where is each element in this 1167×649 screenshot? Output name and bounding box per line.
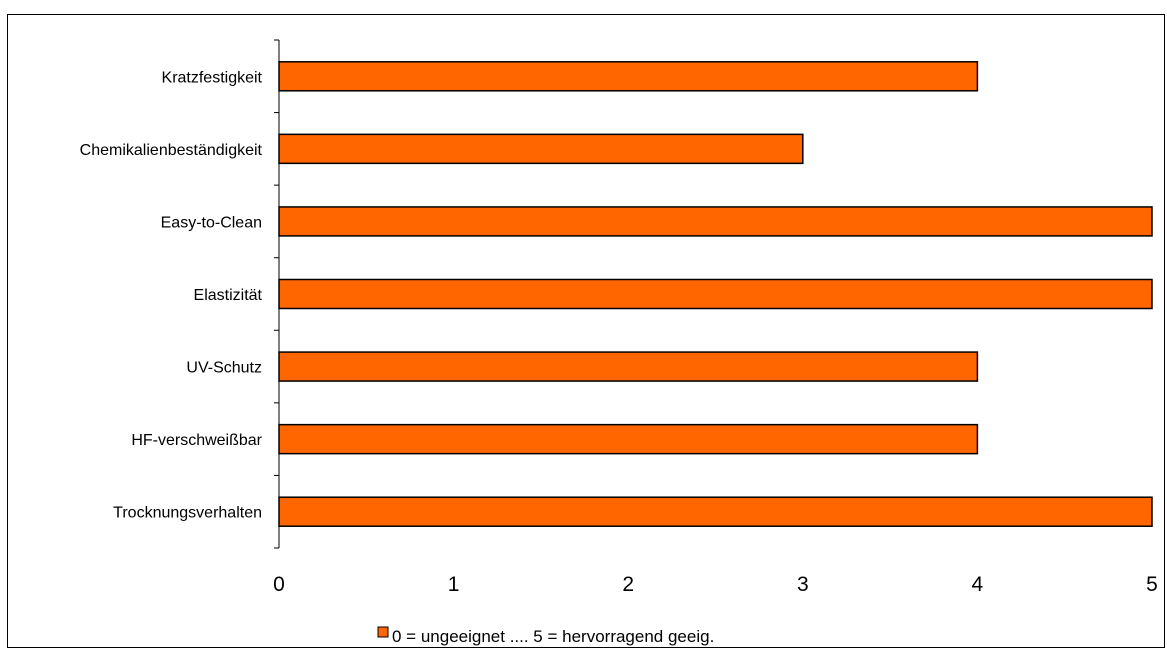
x-tick-label: 5 (1146, 573, 1158, 596)
x-tick-label: 0 (273, 573, 285, 596)
category-label: Chemikalienbeständigkeit (80, 142, 263, 159)
category-label: HF-verschweißbar (131, 432, 262, 449)
category-label: Kratzfestigkeit (162, 69, 263, 86)
bar (278, 278, 1153, 310)
x-tick-label: 1 (448, 573, 460, 596)
legend-swatch (377, 626, 389, 638)
bar (278, 351, 979, 382)
chart-frame (7, 14, 1165, 648)
category-label: Easy-to-Clean (161, 214, 262, 231)
bar (278, 61, 979, 92)
x-tick-label: 3 (797, 573, 809, 596)
bars-layer (278, 61, 1153, 527)
category-label: Trocknungsverhalten (113, 505, 262, 522)
axes-layer (274, 39, 280, 549)
bar (278, 496, 1153, 527)
legend: 0 = ungeeignet .... 5 = hervorragend gee… (377, 626, 714, 646)
legend-label: 0 = ungeeignet .... 5 = hervorragend gee… (392, 627, 714, 646)
bar (278, 133, 804, 165)
bar (278, 206, 1153, 237)
x-tick-label: 2 (622, 573, 634, 596)
x-tick-label: 4 (972, 573, 984, 596)
bar (278, 423, 979, 455)
category-label: UV-Schutz (186, 360, 262, 377)
category-label: Elastizität (194, 287, 263, 304)
labels-layer: Kratzfestigkeit Chemikalienbeständigkeit E… (80, 69, 1158, 596)
